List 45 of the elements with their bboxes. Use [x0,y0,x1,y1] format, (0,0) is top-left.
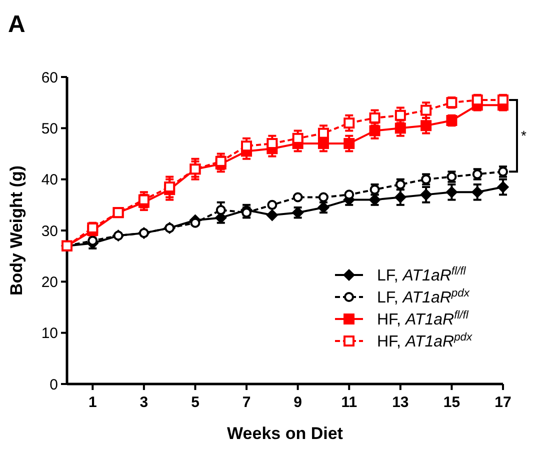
x-tick-label: 9 [294,394,302,411]
x-tick-label: 17 [494,394,512,411]
legend-label: HF, AT1aR$^{fl/fl}$ [377,310,469,329]
x-tick-label: 13 [392,394,409,411]
point [318,192,328,202]
point [241,140,252,152]
point [446,186,458,198]
legend-label: HF, AT1aR$^{pdx}$ [377,332,473,351]
legend-label: LF, AT1aR$^{fl/fl}$ [377,266,466,285]
point [420,188,432,200]
point [472,186,484,198]
point [267,200,278,210]
point [344,118,355,129]
point [472,94,483,106]
y-axis-title: Body Weight (g) [7,166,26,296]
point [497,181,509,193]
point [266,138,278,150]
y-tick-label: 60 [41,69,58,86]
point [394,191,406,203]
point [266,209,278,221]
y-tick-label: 30 [41,222,58,240]
point [292,192,303,202]
x-tick-label: 1 [88,394,97,411]
y-tick-label: 20 [41,274,58,291]
point [164,182,176,193]
y-tick-label: 0 [50,376,58,394]
chart-title: A [8,11,26,38]
point [292,132,304,144]
point [420,120,432,132]
legend-label: LF, AT1aR$^{pdx}$ [377,288,470,307]
point [318,138,329,150]
x-tick-label: 11 [341,394,358,411]
point [87,222,98,234]
x-tick-label: 5 [191,394,200,411]
point [318,128,329,139]
y-tick-label: 40 [41,172,58,189]
x-tick-label: 15 [443,394,460,411]
x-tick-label: 3 [140,394,148,411]
x-axis-title: Weeks on Diet [227,424,344,443]
point [344,138,355,150]
point [216,205,226,216]
x-tick-label: 7 [242,394,251,411]
y-tick-label: 50 [41,120,58,138]
y-tick-label: 10 [41,325,58,342]
text: * [521,128,527,144]
